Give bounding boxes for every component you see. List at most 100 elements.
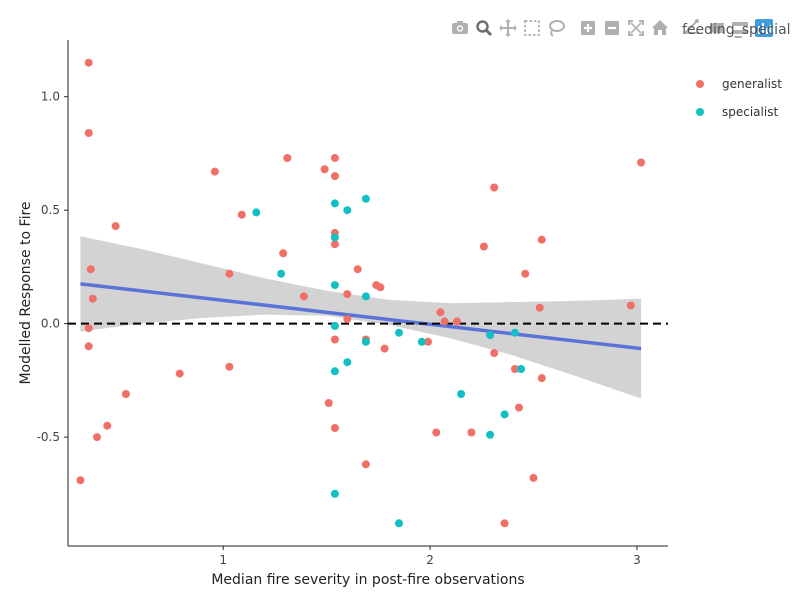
generalist-point[interactable] xyxy=(84,324,93,333)
generalist-point[interactable] xyxy=(225,362,234,371)
specialist-point[interactable] xyxy=(330,199,339,208)
zoom-out-icon xyxy=(605,21,619,35)
generalist-point[interactable] xyxy=(453,317,461,326)
specialist-point[interactable] xyxy=(457,390,466,398)
y-tick-label: -0.5 xyxy=(37,430,60,444)
generalist-point[interactable] xyxy=(330,240,339,249)
generalist-point[interactable] xyxy=(237,210,246,219)
generalist-point[interactable] xyxy=(84,58,93,67)
generalist-point[interactable] xyxy=(320,165,329,174)
plotly-logo-button[interactable] xyxy=(752,17,776,39)
generalist-point[interactable] xyxy=(111,222,120,231)
specialist-point[interactable] xyxy=(395,519,403,528)
generalist-point[interactable] xyxy=(467,428,476,437)
generalist-point[interactable] xyxy=(103,421,112,430)
specialist-point[interactable] xyxy=(486,331,495,339)
specialist-point[interactable] xyxy=(330,367,339,376)
pan-button[interactable] xyxy=(496,17,520,39)
zoom-in-button[interactable] xyxy=(576,17,600,39)
specialist-point[interactable] xyxy=(486,430,495,439)
specialist-point[interactable] xyxy=(361,194,370,203)
generalist-point[interactable] xyxy=(175,369,184,378)
generalist-point[interactable] xyxy=(361,460,370,469)
specialist-point[interactable] xyxy=(500,410,509,419)
generalist-point[interactable] xyxy=(432,428,441,437)
trend-line xyxy=(80,282,642,351)
generalist-point[interactable] xyxy=(324,399,333,407)
generalist-point[interactable] xyxy=(299,292,308,301)
specialist-point[interactable] xyxy=(517,365,526,373)
generalist-point[interactable] xyxy=(93,433,101,442)
generalist-point[interactable] xyxy=(343,315,352,324)
generalist-point[interactable] xyxy=(424,337,432,346)
home-button[interactable] xyxy=(648,17,672,39)
generalist-point[interactable] xyxy=(279,249,288,258)
generalist-point[interactable] xyxy=(436,308,445,317)
generalist-point[interactable] xyxy=(440,317,449,326)
generalist-point[interactable] xyxy=(515,403,523,412)
generalist-point[interactable] xyxy=(343,290,352,299)
specialist-point[interactable] xyxy=(277,269,286,278)
specialist-point[interactable] xyxy=(417,337,426,346)
spike-lines-button[interactable] xyxy=(680,17,704,39)
specialist-point[interactable] xyxy=(361,292,370,301)
specialist-point[interactable] xyxy=(343,358,352,367)
generalist-point[interactable] xyxy=(510,365,519,373)
x-tick-label: 3 xyxy=(633,553,641,567)
generalist-point[interactable] xyxy=(330,335,339,344)
specialist-point[interactable] xyxy=(330,321,339,330)
generalist-point[interactable] xyxy=(210,167,219,176)
generalist-point[interactable] xyxy=(537,235,546,244)
generalist-point[interactable] xyxy=(330,172,339,181)
box-select-button[interactable] xyxy=(520,17,544,39)
specialist-point[interactable] xyxy=(510,328,519,337)
legend-marker-generalist[interactable] xyxy=(696,80,704,88)
generalist-point[interactable] xyxy=(84,129,93,137)
generalist-point[interactable] xyxy=(529,473,538,482)
specialist-point[interactable] xyxy=(330,281,339,290)
home-icon xyxy=(652,20,668,35)
legend-label-generalist: generalist xyxy=(722,77,782,91)
plotly-logo-icon xyxy=(755,19,773,37)
generalist-point[interactable] xyxy=(637,158,646,167)
zoom-button[interactable] xyxy=(472,17,496,39)
generalist-point[interactable] xyxy=(330,424,339,432)
generalist-point[interactable] xyxy=(76,476,85,485)
generalist-point[interactable] xyxy=(88,294,97,303)
generalist-point[interactable] xyxy=(479,242,488,251)
box-select-icon xyxy=(524,20,540,36)
y-tick-label: 1.0 xyxy=(41,90,60,104)
camera-button[interactable] xyxy=(448,17,472,39)
generalist-point[interactable] xyxy=(86,265,95,274)
generalist-point[interactable] xyxy=(490,349,499,358)
hover-compare-button[interactable] xyxy=(728,17,752,39)
generalist-point[interactable] xyxy=(376,283,385,292)
generalist-point[interactable] xyxy=(626,301,635,310)
specialist-point[interactable] xyxy=(252,208,261,217)
specialist-point[interactable] xyxy=(330,233,339,242)
zoom-out-button[interactable] xyxy=(600,17,624,39)
hover-closest-button[interactable] xyxy=(704,17,728,39)
specialist-point[interactable] xyxy=(395,328,403,337)
pan-icon xyxy=(499,19,517,37)
specialist-point[interactable] xyxy=(330,489,339,498)
generalist-point[interactable] xyxy=(537,374,546,383)
generalist-point[interactable] xyxy=(521,269,530,278)
legend-marker-specialist[interactable] xyxy=(696,108,704,116)
generalist-point[interactable] xyxy=(84,342,93,351)
generalist-point[interactable] xyxy=(490,183,499,192)
generalist-point[interactable] xyxy=(500,519,509,528)
generalist-point[interactable] xyxy=(535,303,544,312)
specialist-point[interactable] xyxy=(343,206,352,215)
generalist-point[interactable] xyxy=(330,154,339,162)
generalist-point[interactable] xyxy=(283,154,292,162)
generalist-point[interactable] xyxy=(380,344,389,353)
generalist-point[interactable] xyxy=(121,390,130,398)
generalist-point[interactable] xyxy=(225,269,234,278)
specialist-point[interactable] xyxy=(361,337,370,346)
lasso-button[interactable] xyxy=(544,17,568,39)
autoscale-button[interactable] xyxy=(624,17,648,39)
generalist-point[interactable] xyxy=(353,265,362,274)
